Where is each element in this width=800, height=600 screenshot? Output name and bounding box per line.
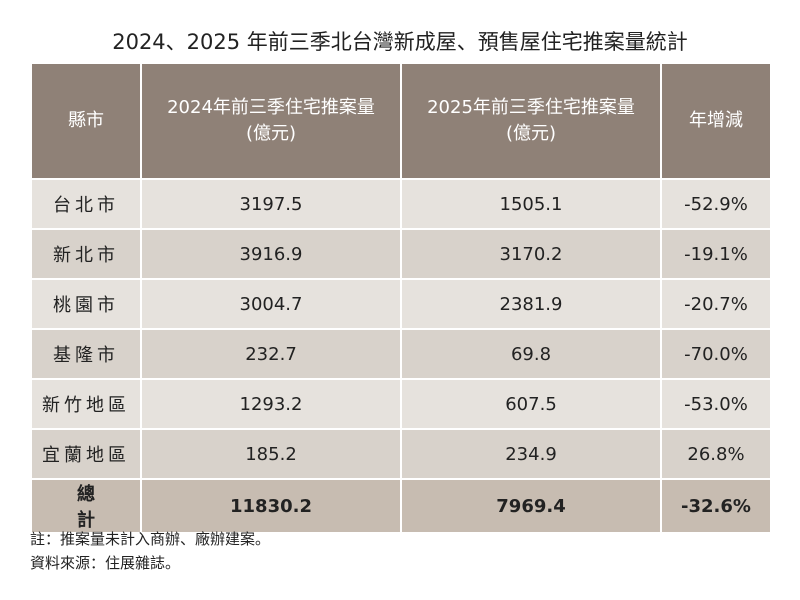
cell: 1293.2	[140, 378, 402, 430]
table-row: 台北市 3197.5 1505.1 -52.9%	[30, 178, 772, 230]
cell: 69.8	[400, 328, 662, 380]
table-row: 新北市 3916.9 3170.2 -19.1%	[30, 228, 772, 280]
table-row: 桃園市 3004.7 2381.9 -20.7%	[30, 278, 772, 330]
data-table: 縣市 2024年前三季住宅推案量 (億元) 2025年前三季住宅推案量 (億元) 年增減 …	[30, 62, 772, 534]
cell: 3916.9	[140, 228, 402, 280]
region-cell: 新北市	[30, 228, 142, 280]
total-cell: 11830.2	[140, 478, 402, 534]
cell: 3004.7	[140, 278, 402, 330]
total-cell: 7969.4	[400, 478, 662, 534]
source: 資料來源：住展雜誌。	[30, 554, 181, 572]
header-line: 2024年前三季住宅推案量	[167, 97, 375, 118]
total-cell: -32.6%	[660, 478, 772, 534]
table-row: 新竹地區 1293.2 607.5 -53.0%	[30, 378, 772, 430]
region-cell: 新竹地區	[30, 378, 142, 430]
title: 2024、2025 年前三季北台灣新成屋、預售屋住宅推案量統計	[112, 30, 688, 54]
table-row: 宜蘭地區 185.2 234.9 26.8%	[30, 428, 772, 480]
header-cell: 2025年前三季住宅推案量 (億元)	[400, 62, 662, 180]
region-cell: 宜蘭地區	[30, 428, 142, 480]
cell: 1505.1	[400, 178, 662, 230]
cell: 607.5	[400, 378, 662, 430]
table-row: 基隆市 232.7 69.8 -70.0%	[30, 328, 772, 380]
cell: 232.7	[140, 328, 402, 380]
cell: -53.0%	[660, 378, 772, 430]
header-line: 2025年前三季住宅推案量	[427, 97, 635, 118]
header-line: 年增減	[689, 110, 743, 131]
cell: 185.2	[140, 428, 402, 480]
region-cell: 桃園市	[30, 278, 142, 330]
header-line: (億元)	[245, 123, 297, 144]
cell: -19.1%	[660, 228, 772, 280]
region-cell: 基隆市	[30, 328, 142, 380]
cell: 2381.9	[400, 278, 662, 330]
total-row: 總計 11830.2 7969.4 -32.6%	[30, 478, 772, 534]
header-line: 縣市	[68, 110, 104, 131]
cell: 3197.5	[140, 178, 402, 230]
cell: 26.8%	[660, 428, 772, 480]
cell: -70.0%	[660, 328, 772, 380]
header-cell: 年增減	[660, 62, 772, 180]
note: 註：推案量未計入商辦、廠辦建案。	[30, 530, 271, 548]
header-row: 縣市 2024年前三季住宅推案量 (億元) 2025年前三季住宅推案量 (億元) 年增減	[30, 62, 772, 180]
cell: 3170.2	[400, 228, 662, 280]
cell: 234.9	[400, 428, 662, 480]
region-cell: 台北市	[30, 178, 142, 230]
header-cell: 2024年前三季住宅推案量 (億元)	[140, 62, 402, 180]
header-cell: 縣市	[30, 62, 142, 180]
total-label: 總計	[30, 478, 142, 534]
header-line: (億元)	[505, 123, 557, 144]
cell: -20.7%	[660, 278, 772, 330]
cell: -52.9%	[660, 178, 772, 230]
